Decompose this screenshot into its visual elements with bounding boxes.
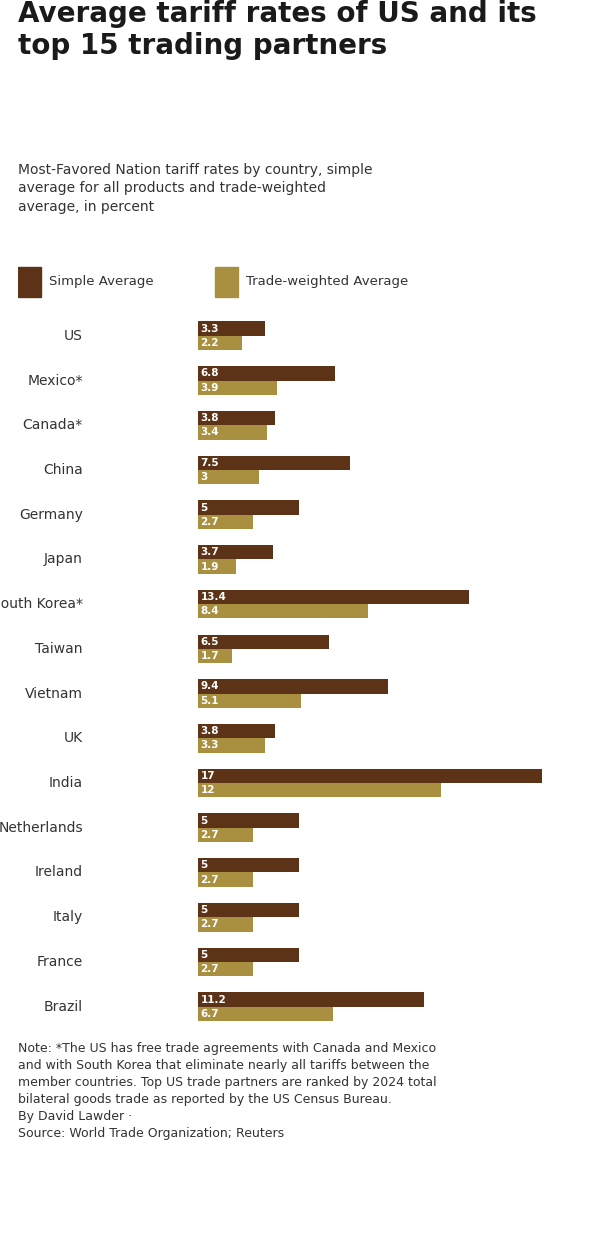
Bar xyxy=(198,590,469,605)
Text: 5: 5 xyxy=(200,950,208,960)
Bar xyxy=(198,858,299,873)
Bar xyxy=(198,501,299,515)
Text: US: US xyxy=(64,329,83,343)
Text: 3.7: 3.7 xyxy=(200,547,219,557)
FancyBboxPatch shape xyxy=(18,267,41,297)
Text: 11.2: 11.2 xyxy=(200,994,226,1004)
Bar xyxy=(198,782,440,798)
Text: Italy: Italy xyxy=(53,910,83,924)
Bar xyxy=(198,649,232,664)
Text: 6.8: 6.8 xyxy=(200,368,219,378)
Text: 2.7: 2.7 xyxy=(200,964,219,974)
Text: 5.1: 5.1 xyxy=(200,696,219,706)
Text: 5: 5 xyxy=(200,815,208,825)
Text: Note: *The US has free trade agreements with Canada and Mexico
and with South Ko: Note: *The US has free trade agreements … xyxy=(18,1042,437,1141)
Text: 13.4: 13.4 xyxy=(200,592,226,602)
Bar xyxy=(198,322,265,336)
Bar xyxy=(198,545,273,560)
Text: Netherlands: Netherlands xyxy=(0,821,83,835)
Text: 3.8: 3.8 xyxy=(200,413,219,423)
Text: Trade-weighted Average: Trade-weighted Average xyxy=(247,275,409,288)
Text: Ireland: Ireland xyxy=(35,865,83,879)
Text: 3.9: 3.9 xyxy=(200,383,219,393)
Text: 5: 5 xyxy=(200,502,208,512)
Bar xyxy=(198,1007,334,1020)
FancyBboxPatch shape xyxy=(215,267,238,297)
Text: 7.5: 7.5 xyxy=(200,458,219,468)
Text: Taiwan: Taiwan xyxy=(35,642,83,656)
Text: 2.7: 2.7 xyxy=(200,875,219,885)
Text: Japan: Japan xyxy=(44,552,83,566)
Text: 9.4: 9.4 xyxy=(200,681,219,691)
Text: 1.7: 1.7 xyxy=(200,651,219,661)
Bar xyxy=(198,948,299,962)
Text: 3.3: 3.3 xyxy=(200,740,219,750)
Text: 1.9: 1.9 xyxy=(200,562,219,572)
Bar xyxy=(198,515,253,530)
Text: Most-Favored Nation tariff rates by country, simple
average for all products and: Most-Favored Nation tariff rates by coun… xyxy=(18,163,373,214)
Bar xyxy=(198,739,265,752)
Text: Vietnam: Vietnam xyxy=(25,686,83,701)
Bar xyxy=(198,367,335,381)
Text: 17: 17 xyxy=(200,771,215,781)
Bar xyxy=(198,336,242,351)
Text: 2.2: 2.2 xyxy=(200,338,219,348)
Bar xyxy=(198,962,253,977)
Bar xyxy=(198,873,253,886)
Text: UK: UK xyxy=(64,731,83,745)
Text: Germany: Germany xyxy=(19,508,83,522)
Text: India: India xyxy=(49,776,83,790)
Text: South Korea*: South Korea* xyxy=(0,597,83,611)
Bar xyxy=(198,694,301,707)
Text: 12: 12 xyxy=(200,785,215,795)
Bar xyxy=(198,993,424,1007)
Text: China: China xyxy=(43,463,83,477)
Text: 8.4: 8.4 xyxy=(200,606,219,616)
Bar xyxy=(198,724,275,739)
Text: 2.7: 2.7 xyxy=(200,919,219,929)
Text: France: France xyxy=(37,955,83,969)
Bar xyxy=(198,918,253,931)
Bar xyxy=(198,456,350,470)
Text: Average tariff rates of US and its
top 15 trading partners: Average tariff rates of US and its top 1… xyxy=(18,0,537,60)
Bar xyxy=(198,769,542,782)
Text: 5: 5 xyxy=(200,905,208,915)
Text: Simple Average: Simple Average xyxy=(49,275,154,288)
Bar xyxy=(198,635,329,649)
Text: 3.3: 3.3 xyxy=(200,324,219,333)
Text: 3.4: 3.4 xyxy=(200,427,219,437)
Text: Mexico*: Mexico* xyxy=(28,373,83,388)
Bar xyxy=(198,470,259,485)
Text: 6.7: 6.7 xyxy=(200,1009,219,1019)
Bar xyxy=(198,381,277,394)
Text: 5: 5 xyxy=(200,860,208,870)
Bar xyxy=(198,828,253,843)
Bar xyxy=(198,605,368,618)
Bar xyxy=(198,560,236,573)
Bar xyxy=(198,903,299,918)
Text: Canada*: Canada* xyxy=(23,418,83,432)
Bar xyxy=(198,426,267,439)
Text: 6.5: 6.5 xyxy=(200,637,219,647)
Bar xyxy=(198,411,275,426)
Bar xyxy=(198,814,299,828)
Text: 3.8: 3.8 xyxy=(200,726,219,736)
Bar xyxy=(198,680,388,694)
Text: 2.7: 2.7 xyxy=(200,517,219,527)
Text: Brazil: Brazil xyxy=(44,999,83,1014)
Text: 2.7: 2.7 xyxy=(200,830,219,840)
Text: 3: 3 xyxy=(200,472,208,482)
